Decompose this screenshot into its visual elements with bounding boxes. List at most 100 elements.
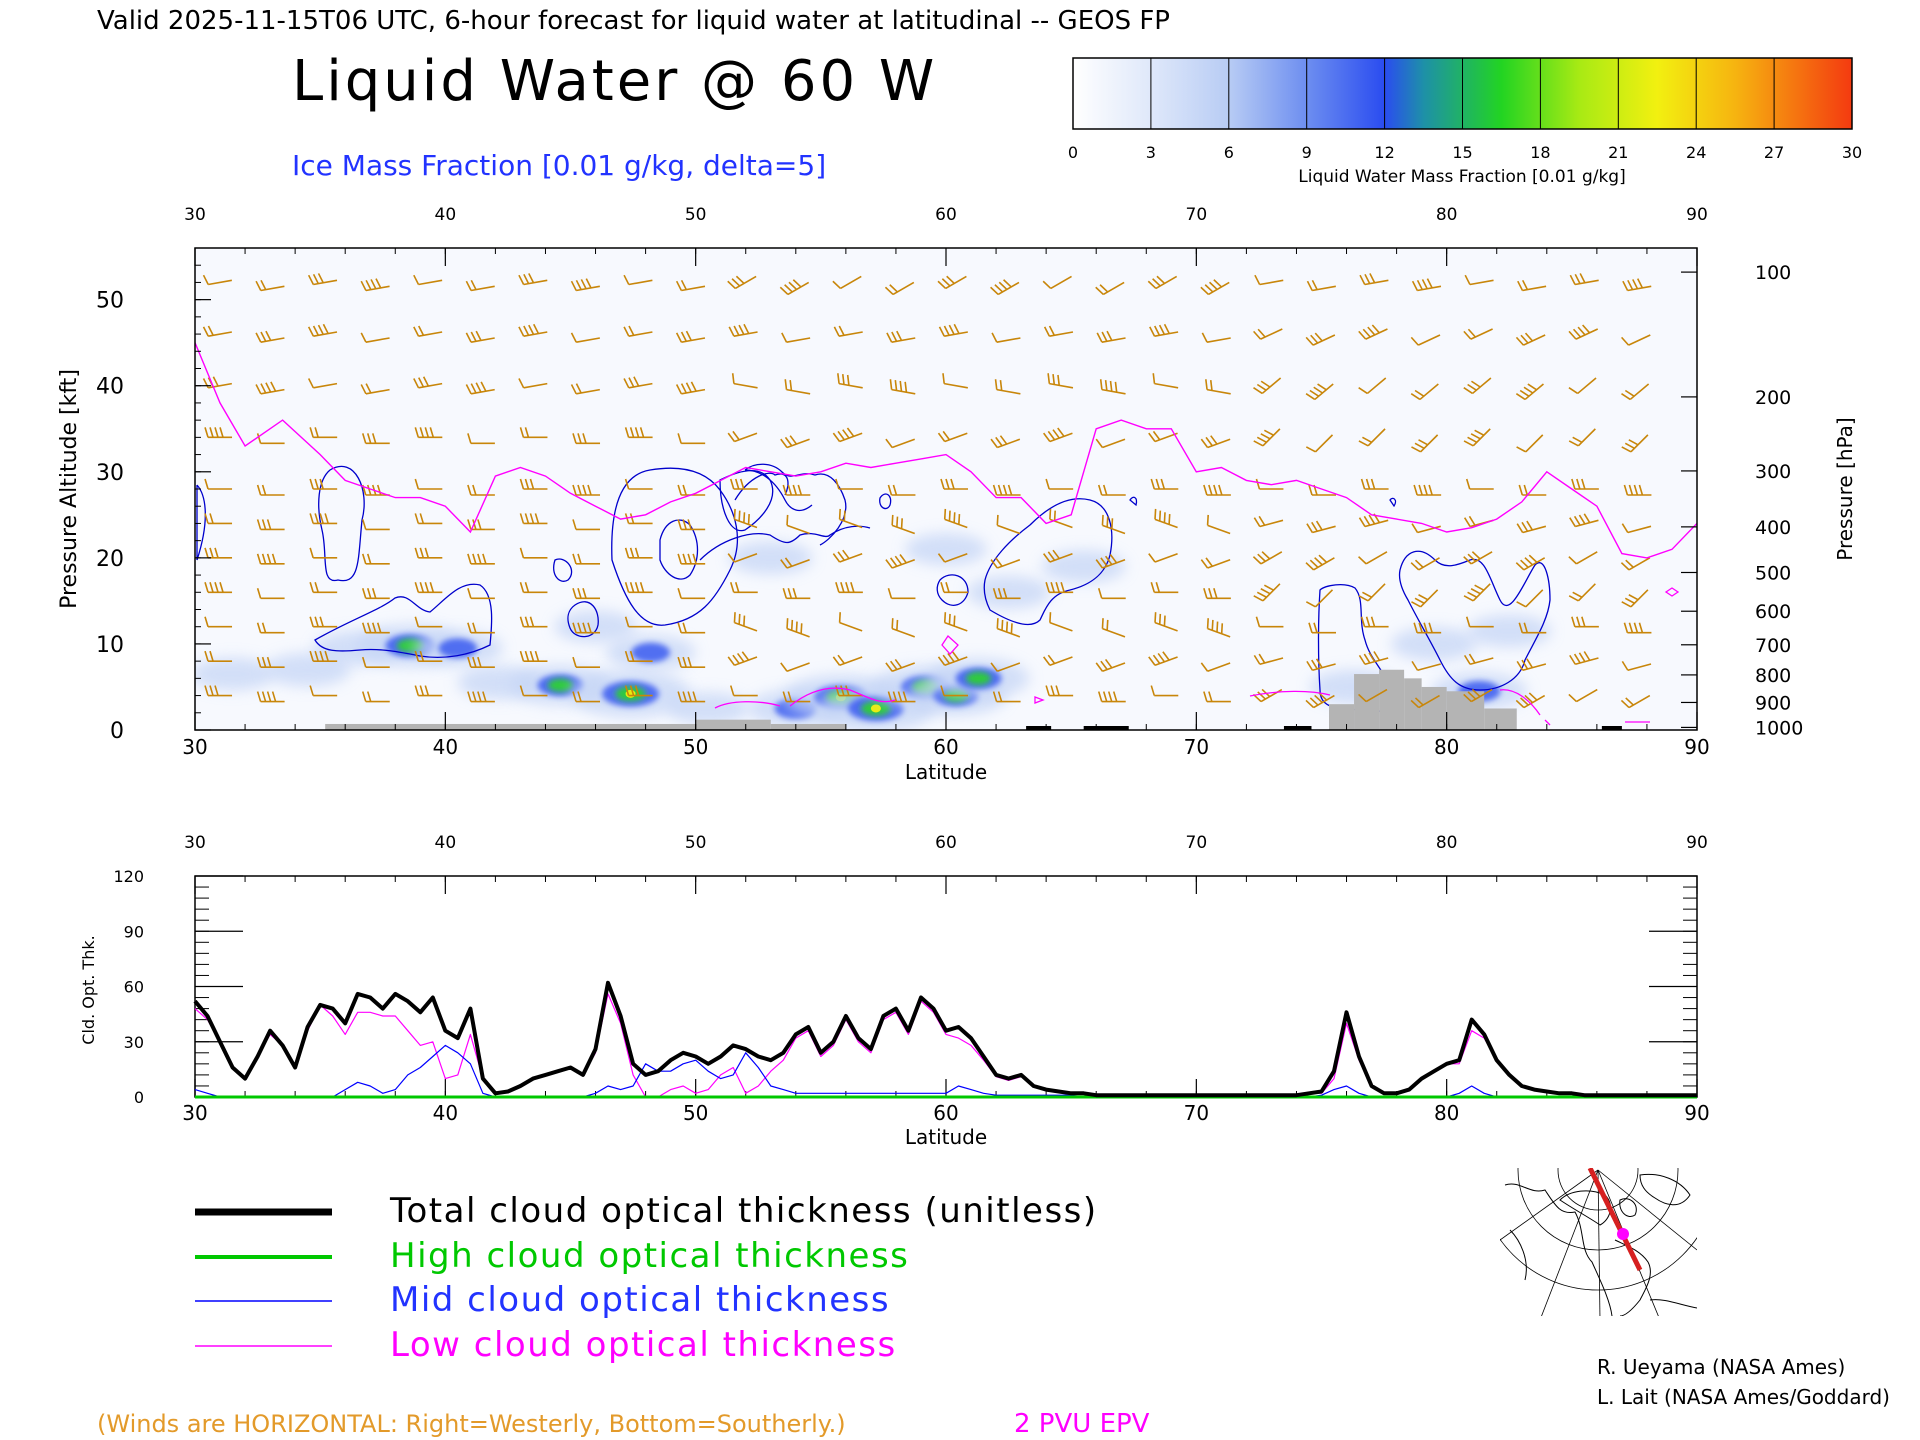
bottom-y-tick-label: 120 (113, 867, 144, 886)
pressure-tick-label: 300 (1755, 461, 1791, 483)
bottom-x-tick-label-top: 40 (435, 833, 457, 853)
wind-barb (1150, 582, 1179, 594)
wind-barb (677, 433, 706, 445)
wind-barb (833, 325, 863, 337)
wind-barb (996, 618, 1021, 638)
bottom-x-tick-label: 40 (433, 1101, 458, 1125)
bottom-x-tick-label: 30 (182, 1101, 207, 1125)
wind-barb (1150, 685, 1179, 697)
wind-barb (675, 330, 706, 343)
liquid-water-core (631, 642, 671, 663)
wind-barb (1463, 583, 1491, 602)
liquid-water-halo (1391, 627, 1478, 661)
liquid-water-field (195, 533, 1552, 730)
wind-barb (623, 376, 653, 389)
wind-barb (1253, 328, 1283, 340)
wind-barb (942, 373, 968, 389)
pv-tropopause-line (195, 342, 1697, 559)
wind-barb (1465, 478, 1494, 490)
wind-barb (519, 427, 548, 439)
topography-block (325, 723, 696, 730)
wind-barb (307, 323, 338, 337)
wind-barb (992, 484, 1021, 496)
wind-barb (1568, 428, 1596, 447)
wind-barb (1410, 694, 1440, 709)
wind-barb (992, 691, 1021, 703)
wind-barb (1253, 377, 1282, 395)
wind-barb (782, 691, 811, 703)
x-tick-label: 90 (1684, 735, 1709, 759)
wind-barb (1463, 328, 1493, 340)
wind-barb (887, 588, 916, 600)
wind-barb (675, 381, 706, 395)
surface-marker (1601, 726, 1622, 730)
wind-barb (467, 622, 495, 634)
wind-barb (1515, 383, 1544, 401)
wind-barb (1358, 583, 1386, 602)
wind-barb (467, 553, 495, 565)
liquid-water-halo (1467, 614, 1552, 648)
wind-barb (937, 651, 968, 666)
wind-barb (1622, 278, 1652, 292)
wind-barb (204, 547, 233, 559)
wind-barb (1621, 334, 1651, 346)
wind-barb (1360, 478, 1389, 490)
wind-barb (1101, 618, 1126, 638)
ice-contour (1129, 496, 1138, 507)
wind-barb (256, 553, 285, 565)
wind-barb (570, 278, 600, 292)
wind-barb (835, 685, 863, 697)
inset-map-coastlines (1504, 1173, 1697, 1316)
wind-barb (1568, 377, 1597, 395)
wind-barb (1305, 332, 1336, 346)
wind-barb (1359, 273, 1389, 286)
bottom-plot: 30 30 40 40 50 50 60 60 70 70 80 80 90 90 0 30 60 90 120 L… (79, 833, 1710, 1149)
wind-barb (943, 612, 968, 632)
pressure-tick-label: 400 (1755, 517, 1791, 539)
wind-barb (361, 433, 390, 445)
wind-barb (1101, 514, 1126, 535)
x-tick-label-top: 50 (685, 205, 707, 225)
wind-barb (1568, 551, 1598, 565)
liquid-water-max (870, 704, 881, 713)
wind-barb (889, 379, 916, 395)
pv-contour (1249, 690, 1331, 697)
winds-note: (Winds are HORIZONTAL: Right=Westerly, B… (97, 1410, 846, 1438)
wind-barb (1568, 688, 1598, 703)
ice-contour (611, 467, 738, 626)
wind-barb (838, 612, 863, 632)
wind-barb (1516, 589, 1544, 608)
wind-barb (202, 274, 232, 286)
wind-barb (309, 650, 338, 662)
inset-map (1500, 1168, 1697, 1316)
topography-block (1329, 704, 1355, 730)
pv-contour (1034, 696, 1045, 704)
bottom-x-tick-label: 80 (1434, 1101, 1459, 1125)
wind-barb (465, 330, 495, 343)
series-line (193, 980, 1697, 1098)
wind-barb (414, 478, 443, 490)
wind-barb (1305, 434, 1334, 453)
wind-barb (256, 622, 285, 634)
wind-barb (1413, 622, 1442, 634)
wind-barb (990, 435, 1021, 449)
ice-mass-contours (196, 463, 1551, 713)
wind-barb (467, 433, 495, 445)
wind-barb (1358, 651, 1389, 666)
colorbar-tick-label: 18 (1530, 143, 1550, 162)
wind-barb (572, 433, 601, 445)
wind-barb (943, 508, 968, 529)
wind-barb (1621, 434, 1649, 453)
wind-barb (780, 662, 810, 672)
surface-marker (1283, 726, 1312, 730)
wind-barb (938, 323, 968, 337)
wind-barb (1203, 484, 1231, 496)
wind-barb (256, 433, 285, 445)
topography-block (695, 719, 771, 730)
wind-barb (204, 427, 233, 439)
wind-barb (414, 513, 443, 525)
pressure-tick-label: 100 (1755, 262, 1791, 284)
wind-barb (940, 582, 969, 594)
wind-barb (1358, 551, 1388, 565)
pressure-tick-label: 200 (1755, 387, 1791, 409)
